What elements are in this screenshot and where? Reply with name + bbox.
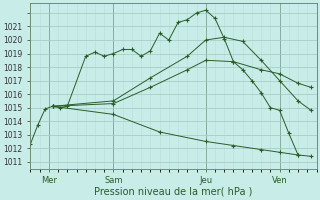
X-axis label: Pression niveau de la mer( hPa ): Pression niveau de la mer( hPa ) xyxy=(94,187,252,197)
